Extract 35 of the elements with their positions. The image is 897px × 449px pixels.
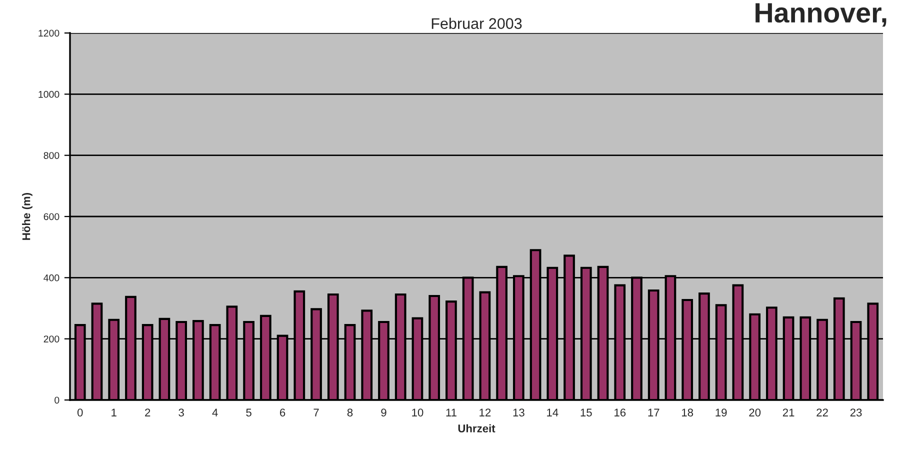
x-tick-label: 3 — [178, 408, 184, 416]
x-tick-label: 18 — [682, 408, 694, 416]
x-tick-label: 7 — [314, 408, 319, 416]
x-tick-label: 20 — [749, 408, 761, 416]
x-tick-label: 1 — [112, 408, 116, 416]
x-tick-label: 13 — [513, 408, 524, 416]
x-tick-label: 2 — [145, 408, 150, 416]
y-tick-label: 600 — [44, 213, 60, 220]
x-tick-label: 22 — [816, 408, 828, 416]
x-tick-label: 6 — [280, 408, 286, 416]
x-tick-label: 21 — [782, 408, 794, 416]
x-tick-label: 14 — [547, 408, 558, 416]
y-tick-label: 1000 — [38, 90, 60, 98]
x-tick-label: 15 — [580, 408, 592, 416]
y-tick-label: 1200 — [38, 30, 60, 37]
x-tick-label: 8 — [347, 408, 353, 416]
x-tick-label: 0 — [77, 408, 83, 416]
y-tick-label: 800 — [44, 152, 60, 159]
y-tick-label: 400 — [44, 274, 60, 282]
y-tick-label: 0 — [54, 396, 60, 404]
x-tick-label: 23 — [850, 408, 862, 416]
x-tick-label: 16 — [614, 408, 626, 416]
x-tick-label: 11 — [446, 408, 456, 416]
x-tick-label: 5 — [246, 408, 252, 416]
x-tick-label: 12 — [480, 408, 491, 416]
text: Hannover, — [756, 3, 886, 27]
y-tick-label: 200 — [44, 336, 60, 342]
x-tick-label: 4 — [212, 408, 218, 416]
x-axis-title: Uhrzeit — [458, 424, 496, 432]
x-tick-label: 17 — [648, 408, 660, 416]
y-axis-title: Höhe (m) — [22, 192, 32, 240]
x-tick-label: 19 — [716, 408, 727, 416]
chart-title: Februar 2003 — [432, 18, 522, 29]
x-tick-label: 9 — [381, 408, 386, 416]
x-tick-label: 10 — [412, 408, 424, 416]
